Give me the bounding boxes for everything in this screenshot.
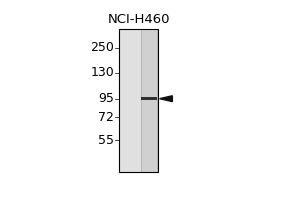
Bar — [119, 29, 158, 172]
Bar — [141, 97, 157, 100]
Text: 72: 72 — [98, 111, 114, 124]
Text: NCI-H460: NCI-H460 — [107, 13, 170, 26]
Bar — [141, 29, 157, 172]
Polygon shape — [160, 96, 172, 102]
Text: 130: 130 — [91, 66, 114, 79]
Text: 250: 250 — [90, 41, 114, 54]
Text: 95: 95 — [98, 92, 114, 105]
Bar — [119, 29, 158, 172]
Text: 55: 55 — [98, 134, 114, 147]
